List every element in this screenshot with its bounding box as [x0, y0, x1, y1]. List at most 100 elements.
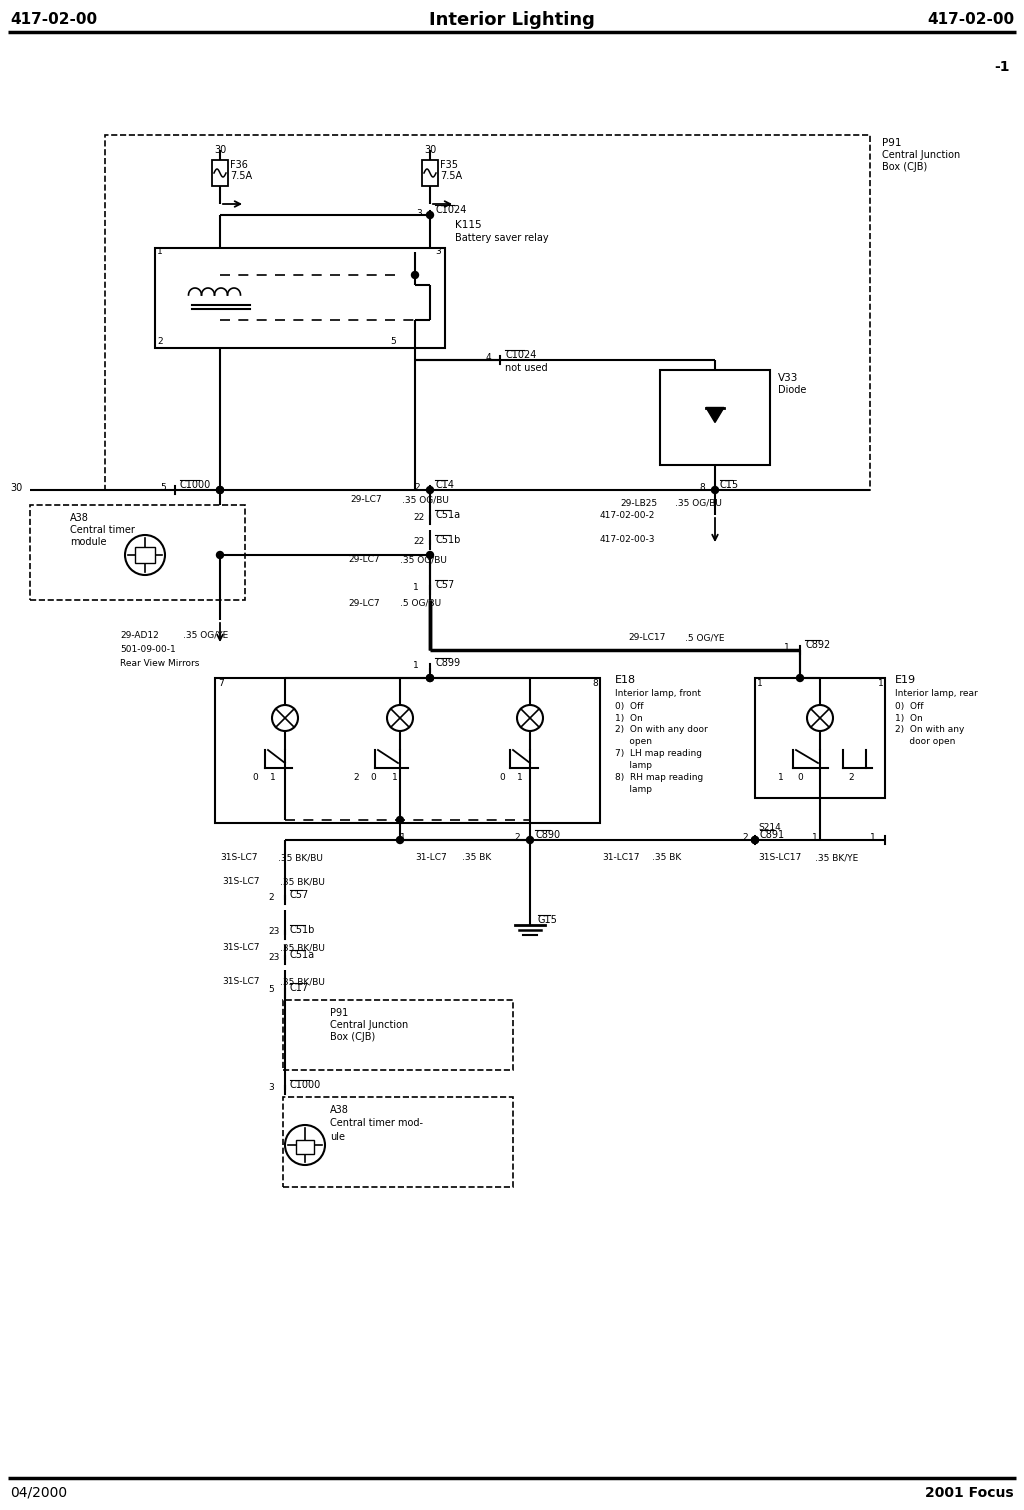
Text: 1: 1	[157, 248, 163, 257]
Text: F35: F35	[440, 160, 458, 171]
Text: Diode: Diode	[778, 385, 806, 396]
Text: 22: 22	[413, 538, 424, 547]
Text: lamp: lamp	[615, 761, 652, 770]
Text: 2: 2	[514, 832, 519, 841]
Text: .35 BK/BU: .35 BK/BU	[278, 853, 323, 862]
Bar	[422, 160, 438, 186]
Text: 1: 1	[392, 773, 397, 782]
Text: .35 OG/BU: .35 OG/BU	[402, 495, 449, 504]
Text: C1000: C1000	[180, 480, 211, 491]
Text: 31S-LC7: 31S-LC7	[220, 853, 257, 862]
Text: 1: 1	[270, 773, 275, 782]
Bar	[215, 678, 600, 823]
Circle shape	[412, 272, 419, 278]
Text: 7)  LH map reading: 7) LH map reading	[615, 749, 702, 758]
Text: 417-02-00-2: 417-02-00-2	[600, 510, 655, 519]
Text: C57: C57	[290, 889, 309, 900]
Text: .35 BK/YE: .35 BK/YE	[815, 853, 858, 862]
Text: 2: 2	[414, 483, 420, 491]
Text: 2: 2	[157, 338, 163, 346]
Text: Rear View Mirrors: Rear View Mirrors	[120, 658, 200, 667]
Circle shape	[427, 211, 433, 219]
Text: 1)  On: 1) On	[895, 714, 923, 722]
Bar	[135, 547, 155, 563]
Text: .35 OG/BU: .35 OG/BU	[400, 556, 446, 565]
Text: ule: ule	[330, 1132, 345, 1142]
Bar	[283, 1096, 513, 1187]
Text: 2)  On with any: 2) On with any	[895, 725, 965, 734]
Circle shape	[712, 486, 719, 494]
Text: 417-02-00: 417-02-00	[927, 12, 1014, 27]
Text: Interior Lighting: Interior Lighting	[429, 11, 595, 29]
Text: 1: 1	[413, 660, 419, 669]
Circle shape	[396, 817, 403, 823]
Text: Box (CJB): Box (CJB)	[882, 162, 928, 172]
Text: 31-LC7: 31-LC7	[415, 853, 446, 862]
Text: .35 BK/BU: .35 BK/BU	[280, 944, 325, 953]
Text: Central Junction: Central Junction	[882, 149, 961, 160]
Text: G15: G15	[538, 915, 558, 926]
Text: 0: 0	[252, 773, 258, 782]
Text: Central timer mod-: Central timer mod-	[330, 1117, 423, 1128]
Text: E18: E18	[615, 675, 636, 686]
Circle shape	[216, 486, 223, 494]
Text: C1000: C1000	[290, 1080, 322, 1090]
Text: A38: A38	[70, 513, 89, 522]
Text: 0: 0	[370, 773, 376, 782]
Circle shape	[797, 675, 804, 681]
Polygon shape	[706, 408, 724, 423]
Text: Interior lamp, rear: Interior lamp, rear	[895, 689, 978, 698]
Circle shape	[427, 675, 433, 681]
Text: 30: 30	[214, 145, 226, 156]
Text: 0)  Off: 0) Off	[895, 702, 924, 711]
Text: 1: 1	[757, 678, 763, 687]
Text: 30: 30	[424, 145, 436, 156]
Text: P91: P91	[882, 137, 901, 148]
Text: A38: A38	[330, 1105, 349, 1114]
Text: 501-09-00-1: 501-09-00-1	[120, 645, 176, 654]
Text: 7: 7	[218, 678, 224, 687]
Text: 29-LB25: 29-LB25	[620, 498, 657, 507]
Text: V33: V33	[778, 373, 799, 384]
Text: 3: 3	[268, 1083, 273, 1092]
Text: C14: C14	[435, 480, 454, 491]
Text: 1: 1	[870, 832, 876, 841]
Text: 2: 2	[268, 892, 273, 901]
Text: C51a: C51a	[435, 510, 460, 519]
Text: 3: 3	[416, 208, 422, 217]
Text: .35 OG/YE: .35 OG/YE	[183, 631, 228, 640]
Text: 29-LC7: 29-LC7	[348, 598, 380, 607]
Text: C891: C891	[760, 831, 785, 840]
Text: 29-LC17: 29-LC17	[628, 634, 666, 642]
Text: C899: C899	[435, 658, 460, 667]
Text: door open: door open	[895, 737, 955, 746]
Text: .35 BK/BU: .35 BK/BU	[280, 877, 325, 886]
Text: F36: F36	[230, 160, 248, 171]
Text: .35 BK/BU: .35 BK/BU	[280, 977, 325, 986]
Text: 31S-LC7: 31S-LC7	[222, 877, 259, 886]
Text: 7.5A: 7.5A	[440, 171, 462, 181]
Text: 8: 8	[592, 678, 598, 687]
Circle shape	[427, 675, 433, 681]
Text: 23: 23	[268, 953, 280, 962]
Text: 5: 5	[390, 338, 395, 346]
Text: 23: 23	[268, 927, 280, 936]
Circle shape	[752, 837, 759, 844]
Text: 04/2000: 04/2000	[10, 1486, 68, 1499]
Circle shape	[752, 837, 759, 844]
Circle shape	[216, 551, 223, 559]
Text: 1: 1	[812, 832, 818, 841]
Text: C57: C57	[435, 580, 455, 590]
Bar	[296, 1140, 314, 1154]
Text: 31S-LC7: 31S-LC7	[222, 944, 259, 953]
Circle shape	[216, 486, 223, 494]
Text: 5: 5	[160, 483, 166, 491]
Text: .35 BK: .35 BK	[462, 853, 492, 862]
Text: 2: 2	[742, 832, 748, 841]
Text: Central Junction: Central Junction	[330, 1019, 409, 1030]
Text: 29-AD12: 29-AD12	[120, 631, 159, 640]
Text: -1: -1	[994, 60, 1010, 74]
Text: C51a: C51a	[290, 950, 315, 960]
Text: 1: 1	[778, 773, 783, 782]
Text: 1: 1	[784, 642, 790, 651]
